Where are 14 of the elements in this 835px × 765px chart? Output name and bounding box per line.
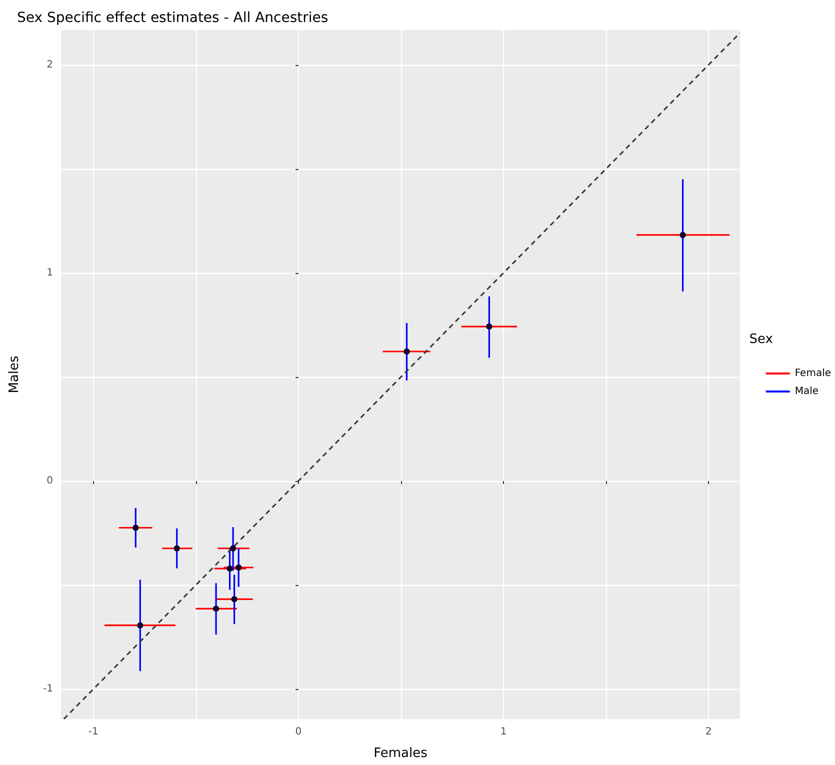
x-tick-label: -1: [88, 726, 98, 738]
chart-title: Sex Specific effect estimates - All Ancestries: [17, 10, 328, 26]
y-tick-label: 1: [46, 267, 53, 278]
y-tick-label: 2: [46, 59, 53, 70]
y-tick-label: -1: [43, 684, 53, 695]
legend-label: Female: [794, 368, 832, 379]
legend-label: Male: [794, 386, 819, 397]
x-tick-label: 2: [705, 726, 712, 738]
x-tick-label: 1: [500, 726, 507, 738]
legend-title: Sex: [749, 332, 774, 347]
y-tick-label: 0: [46, 475, 53, 486]
x-tick-label: 0: [295, 726, 302, 738]
y-axis-title: Males: [7, 355, 22, 394]
x-axis-title: Females: [374, 746, 428, 761]
